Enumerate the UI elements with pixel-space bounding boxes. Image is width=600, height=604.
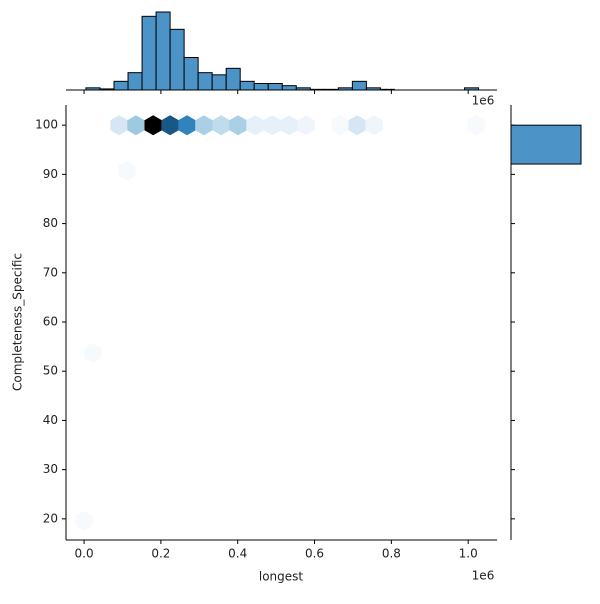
- y-tick-label: 20: [43, 511, 58, 525]
- x-tick-label: 0.6: [305, 547, 324, 561]
- y-axis-label: Completeness_Specific: [11, 253, 25, 391]
- histogram-bar: [211, 74, 227, 91]
- histogram-bar: [267, 83, 283, 91]
- hexbin: [178, 115, 196, 136]
- histogram-bar: [379, 88, 395, 91]
- histogram-bar: [295, 87, 311, 91]
- histogram-bar: [351, 80, 367, 91]
- hexbin: [212, 115, 230, 136]
- x-offset-label: 1e6: [472, 569, 495, 583]
- histogram-bar: [309, 88, 325, 91]
- hexbin: [280, 115, 298, 136]
- histogram-bar: [127, 72, 143, 91]
- hexbin: [161, 115, 179, 136]
- y-tick-label: 70: [43, 265, 58, 279]
- histogram-bar: [85, 87, 101, 91]
- histogram-bar: [510, 124, 582, 165]
- histogram-bar: [141, 15, 157, 91]
- x-tick-label: 1.0: [459, 547, 478, 561]
- hexbin: [229, 115, 247, 136]
- y-tick-label: 50: [43, 364, 58, 378]
- histogram-bar: [323, 88, 339, 91]
- x-tick-label: 0.0: [75, 547, 94, 561]
- y-tick-label: 90: [43, 167, 58, 181]
- histogram-bar: [113, 80, 129, 91]
- hexbin: [331, 115, 349, 136]
- y-tick-label: 40: [43, 413, 58, 427]
- histogram-bar: [155, 11, 171, 91]
- histogram-bar: [253, 83, 269, 91]
- histogram-bar: [169, 28, 185, 91]
- histogram-bar: [464, 87, 480, 91]
- y-tick-label: 30: [43, 462, 58, 476]
- x-tick-label: 0.2: [151, 547, 170, 561]
- histogram-bar: [197, 72, 213, 91]
- y-tick-label: 60: [43, 315, 58, 329]
- hexbin: [297, 115, 315, 136]
- hexbin: [110, 115, 128, 136]
- x-tick-label: 0.8: [382, 547, 401, 561]
- histogram-bar: [99, 88, 115, 91]
- hexbin: [127, 115, 145, 136]
- hexbin: [84, 343, 102, 363]
- x-tick-label: 0.4: [228, 547, 247, 561]
- hexbin: [75, 510, 93, 531]
- hexbin: [348, 115, 366, 136]
- hexbin: [365, 115, 383, 136]
- hexbin: [467, 115, 485, 136]
- x-axis-label: longest: [259, 570, 304, 584]
- histogram-bar: [281, 85, 297, 91]
- histogram-bar: [225, 67, 241, 91]
- hexbin: [263, 115, 281, 136]
- y-tick-label: 100: [35, 118, 58, 132]
- hexbin: [195, 115, 213, 136]
- hexbin: [246, 115, 264, 136]
- histogram-bar: [239, 80, 255, 91]
- hexbin: [144, 115, 162, 136]
- y-tick-label: 80: [43, 216, 58, 230]
- hexbin: [118, 160, 136, 181]
- histogram-bar: [183, 57, 199, 91]
- histogram-bar: [365, 87, 381, 91]
- x-offset-label: 1e6: [472, 94, 495, 108]
- histogram-bar: [337, 87, 353, 91]
